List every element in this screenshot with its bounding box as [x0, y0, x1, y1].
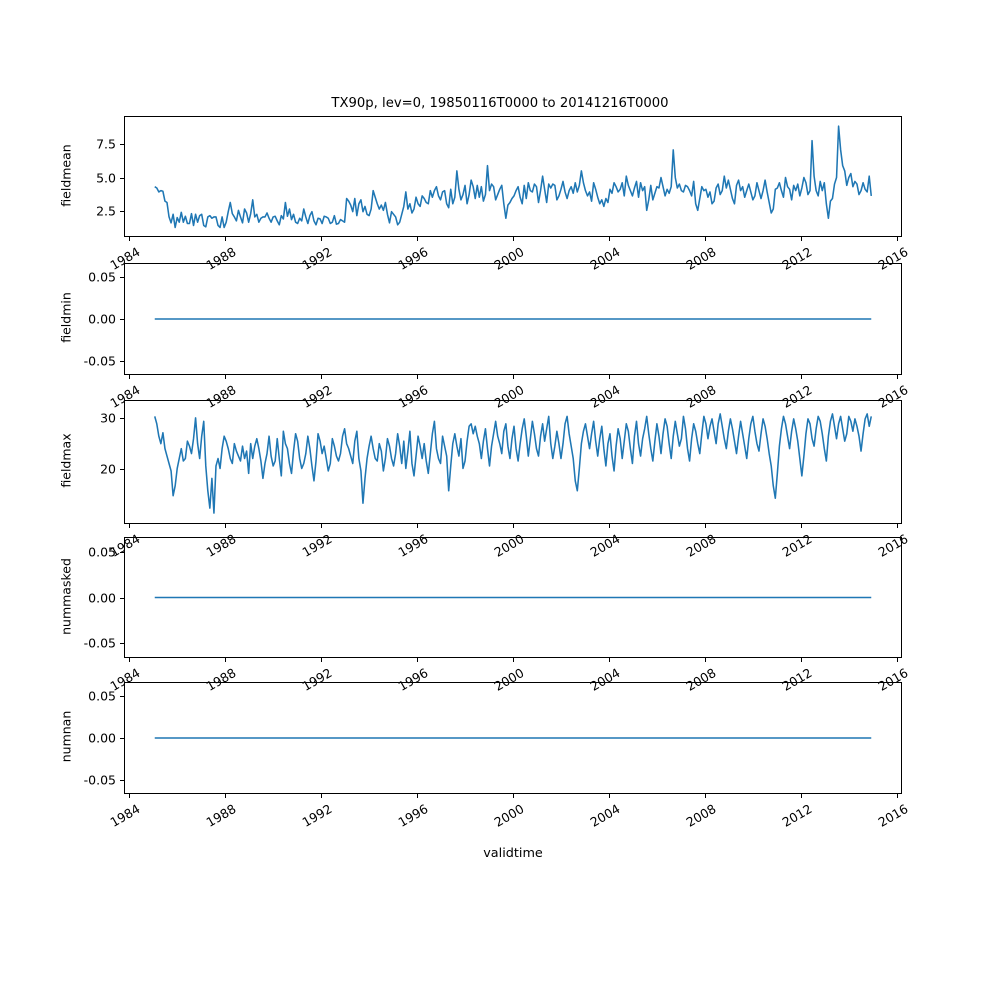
subplot-fieldmean	[124, 116, 902, 237]
y-tick-mark-nummasked-0	[120, 643, 124, 645]
x-tick-mark-fieldmin-6	[705, 375, 707, 379]
x-tick-mark-nummasked-1	[224, 658, 226, 662]
plot-area-nummasked	[125, 538, 901, 657]
x-tick-mark-fieldmax-6	[705, 524, 707, 528]
y-tick-mark-fieldmax-0	[120, 468, 124, 470]
x-tick-mark-fieldmean-2	[320, 237, 322, 241]
subplot-numnan	[124, 682, 902, 794]
x-tick-mark-fieldmax-1	[224, 524, 226, 528]
x-tick-mark-numnan-0	[128, 794, 130, 798]
plot-area-numnan	[125, 683, 901, 793]
y-tick-mark-nummasked-1	[120, 597, 124, 599]
x-tick-mark-fieldmin-8	[897, 375, 899, 379]
y-tick-label-fieldmax-1: 30	[100, 410, 116, 426]
x-tick-mark-fieldmean-0	[128, 237, 130, 241]
y-tick-label-nummasked-0: -0.05	[83, 635, 116, 651]
x-tick-mark-fieldmax-7	[801, 524, 803, 528]
y-tick-label-numnan-1: 0.00	[88, 730, 116, 746]
y-tick-mark-fieldmax-1	[120, 418, 124, 420]
figure-title: TX90p, lev=0, 19850116T0000 to 20141216T…	[331, 96, 669, 111]
x-tick-mark-numnan-5	[609, 794, 611, 798]
y-tick-mark-numnan-1	[120, 738, 124, 740]
x-tick-mark-nummasked-5	[609, 658, 611, 662]
x-tick-mark-nummasked-3	[417, 658, 419, 662]
x-tick-mark-nummasked-4	[513, 658, 515, 662]
x-tick-mark-numnan-8	[897, 794, 899, 798]
y-tick-label-fieldmean-1: 5.0	[96, 170, 116, 185]
x-tick-mark-nummasked-6	[705, 658, 707, 662]
x-tick-mark-fieldmin-7	[801, 375, 803, 379]
y-tick-mark-fieldmean-1	[120, 177, 124, 179]
y-tick-label-nummasked-1: 0.00	[88, 590, 116, 605]
x-tick-mark-fieldmax-2	[320, 524, 322, 528]
y-tick-label-fieldmin-2: 0.05	[88, 269, 116, 285]
y-tick-label-fieldmin-1: 0.00	[88, 311, 116, 327]
x-tick-mark-fieldmax-4	[513, 524, 515, 528]
y-tick-mark-nummasked-2	[120, 551, 124, 553]
x-tick-mark-fieldmean-7	[801, 237, 803, 241]
subplot-fieldmax	[124, 400, 902, 524]
x-tick-mark-fieldmean-4	[513, 237, 515, 241]
y-tick-label-numnan-2: 0.05	[88, 688, 116, 704]
x-tick-mark-fieldmin-4	[513, 375, 515, 379]
x-tick-mark-fieldmin-3	[417, 375, 419, 379]
x-tick-mark-fieldmax-5	[609, 524, 611, 528]
x-tick-mark-fieldmax-8	[897, 524, 899, 528]
data-line-fieldmax	[155, 414, 872, 513]
y-tick-mark-numnan-2	[120, 695, 124, 697]
x-tick-mark-numnan-3	[417, 794, 419, 798]
y-tick-mark-fieldmean-0	[120, 210, 124, 212]
x-tick-mark-nummasked-7	[801, 658, 803, 662]
y-tick-mark-fieldmean-2	[120, 144, 124, 146]
y-tick-mark-fieldmin-1	[120, 319, 124, 321]
subplot-nummasked	[124, 537, 902, 658]
x-axis-label: validtime	[483, 846, 543, 861]
x-tick-mark-numnan-2	[320, 794, 322, 798]
y-tick-label-fieldmin-0: -0.05	[83, 353, 116, 369]
data-line-fieldmean	[155, 126, 872, 227]
x-tick-mark-nummasked-2	[320, 658, 322, 662]
x-tick-mark-fieldmin-2	[320, 375, 322, 379]
y-tick-mark-numnan-0	[120, 780, 124, 782]
x-tick-mark-numnan-4	[513, 794, 515, 798]
x-tick-mark-nummasked-0	[128, 658, 130, 662]
x-tick-mark-fieldmin-5	[609, 375, 611, 379]
y-tick-mark-fieldmin-2	[120, 276, 124, 278]
plot-area-fieldmax	[125, 401, 901, 523]
y-tick-label-fieldmax-0: 20	[100, 461, 116, 477]
y-tick-label-fieldmean-0: 2.5	[96, 203, 116, 219]
plot-area-fieldmin	[125, 264, 901, 374]
x-tick-mark-fieldmean-6	[705, 237, 707, 241]
x-tick-mark-numnan-6	[705, 794, 707, 798]
x-tick-mark-fieldmean-5	[609, 237, 611, 241]
x-tick-mark-fieldmean-1	[224, 237, 226, 241]
x-tick-mark-fieldmean-3	[417, 237, 419, 241]
x-tick-mark-fieldmin-0	[128, 375, 130, 379]
x-tick-mark-fieldmin-1	[224, 375, 226, 379]
x-tick-mark-fieldmax-3	[417, 524, 419, 528]
plot-area-fieldmean	[125, 117, 901, 236]
x-tick-mark-numnan-7	[801, 794, 803, 798]
y-tick-label-numnan-0: -0.05	[83, 772, 116, 788]
x-tick-mark-nummasked-8	[897, 658, 899, 662]
y-axis-label-numnan: numnan	[58, 710, 74, 763]
x-tick-mark-numnan-1	[224, 794, 226, 798]
y-tick-label-fieldmean-2: 7.5	[96, 136, 116, 152]
y-tick-mark-fieldmin-0	[120, 361, 124, 363]
x-tick-mark-fieldmean-8	[897, 237, 899, 241]
y-tick-label-nummasked-2: 0.05	[88, 544, 116, 560]
x-tick-mark-fieldmax-0	[128, 524, 130, 528]
subplot-fieldmin	[124, 263, 902, 375]
